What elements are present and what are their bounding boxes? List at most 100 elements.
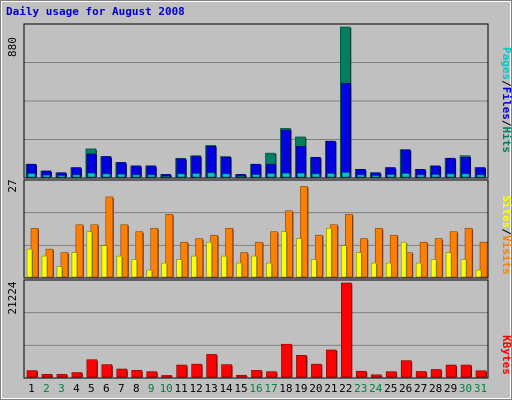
kbytes-bar [355, 370, 368, 378]
pages-bar-face [267, 173, 275, 178]
kbytes-bar-face [266, 371, 277, 378]
sites-bar-face [161, 262, 168, 278]
legend-files: Files [500, 87, 512, 120]
legend-visits: Visits [500, 235, 512, 275]
sites-bar-face [370, 262, 377, 278]
panel-border [23, 23, 489, 179]
kbytes-bar-face [206, 354, 217, 378]
kbytes-bar [41, 374, 53, 378]
kbytes-bar [101, 364, 113, 378]
pages-bar [252, 174, 261, 178]
kbytes-bar [266, 371, 278, 378]
kbytes-bar-face [281, 343, 292, 378]
visits-bar [479, 241, 489, 278]
bot-ymax-label: 21224 [6, 281, 19, 314]
pages-bar [162, 176, 170, 178]
kbytes-bar-face [86, 359, 98, 378]
svg-text:Pages/Files/Hits: Pages/Files/Hits [500, 47, 512, 153]
kbytes-bar [191, 363, 203, 378]
pages-bar-face [252, 174, 260, 178]
day-tick-label: 11 [175, 382, 188, 395]
files-bar-face [341, 82, 351, 178]
pages-bar-face [102, 173, 111, 178]
pages-bar-face [57, 175, 66, 178]
kbytes-bar-face [475, 370, 487, 378]
kbytes-bar [311, 363, 323, 378]
hits-files-pages-panel [23, 23, 489, 179]
day-tick-label: 17 [264, 382, 277, 395]
visits-bar [135, 231, 144, 278]
top-ymax-label: 880 [6, 37, 19, 57]
kbytes-bar [415, 371, 428, 378]
pages-bar [57, 175, 66, 178]
pages-bar-face [342, 172, 350, 178]
visits-bar-face [225, 227, 233, 278]
visits-bar-face [434, 238, 443, 278]
pages-bar [72, 174, 81, 178]
visits-bar-face [479, 241, 488, 278]
pages-bar-face [222, 173, 230, 178]
kbytes-bar-face [236, 374, 247, 378]
day-tick-label: 3 [58, 382, 65, 395]
sites-bar [56, 266, 63, 278]
pages-bar-face [401, 173, 410, 178]
pages-bar [192, 173, 201, 178]
visits-bar-face [374, 227, 383, 278]
kbytes-bar [385, 371, 398, 378]
chart-title: Daily usage for August 2008 [6, 5, 185, 18]
pages-bar-face [446, 173, 455, 178]
files-bar [400, 149, 412, 178]
kbytes-bar [56, 374, 68, 378]
kbytes-bar [251, 370, 263, 378]
visits-bar-face [419, 241, 428, 278]
day-tick-label: 19 [294, 382, 307, 395]
day-tick-label: 23 [354, 382, 367, 395]
kbytes-bar-face [26, 370, 38, 378]
sites-bar-face [41, 255, 48, 278]
sites-bar-face [221, 255, 227, 278]
files-bar-face [400, 149, 411, 178]
kbytes-bar-face [430, 369, 442, 378]
sites-bar-face [460, 259, 467, 278]
kbytes-bar-face [161, 375, 172, 378]
sites-bar-face [341, 245, 347, 278]
kbytes-bar-face [101, 364, 113, 378]
pages-bar-face [476, 174, 485, 178]
legend-sep-3: / [500, 228, 512, 235]
sites-bar-face [385, 262, 392, 278]
pages-bar-face [297, 172, 305, 178]
day-tick-label: 21 [324, 382, 337, 395]
kbytes-bar-face [370, 374, 382, 378]
sites-bar [86, 231, 93, 278]
pages-bar [312, 173, 321, 178]
pages-bar-face [42, 174, 51, 178]
sites-bar [236, 262, 243, 278]
visits-bar-face [165, 214, 174, 278]
kbytes-bar-face [400, 360, 412, 378]
mid-ymax-label: 27 [6, 179, 19, 192]
day-tick-label: 8 [133, 382, 140, 395]
pages-bar-face [356, 174, 365, 178]
kbytes-bar [370, 374, 383, 378]
day-tick-label: 14 [219, 382, 233, 395]
visits-bar [165, 214, 174, 278]
sites-bar-face [146, 269, 153, 278]
sites-bar [146, 269, 153, 278]
visits-bar-face [120, 224, 129, 278]
pages-bar [446, 173, 456, 178]
pages-bar [42, 174, 51, 178]
sites-bar-face [236, 262, 242, 278]
day-tick-label: 29 [444, 382, 457, 395]
sites-bar-face [281, 231, 287, 278]
visits-bar-face [270, 231, 278, 278]
day-tick-label: 20 [309, 382, 322, 395]
legend-sites: Sites [500, 195, 512, 228]
svg-text:Sites/Visits: Sites/Visits [500, 195, 512, 275]
pages-bar [267, 173, 276, 178]
kbytes-bar [236, 374, 248, 378]
sites-bar-face [445, 252, 452, 278]
sites-bar-face [326, 227, 332, 278]
visits-bar [150, 227, 159, 278]
sites-bar [370, 262, 378, 278]
sites-bar [41, 255, 48, 278]
